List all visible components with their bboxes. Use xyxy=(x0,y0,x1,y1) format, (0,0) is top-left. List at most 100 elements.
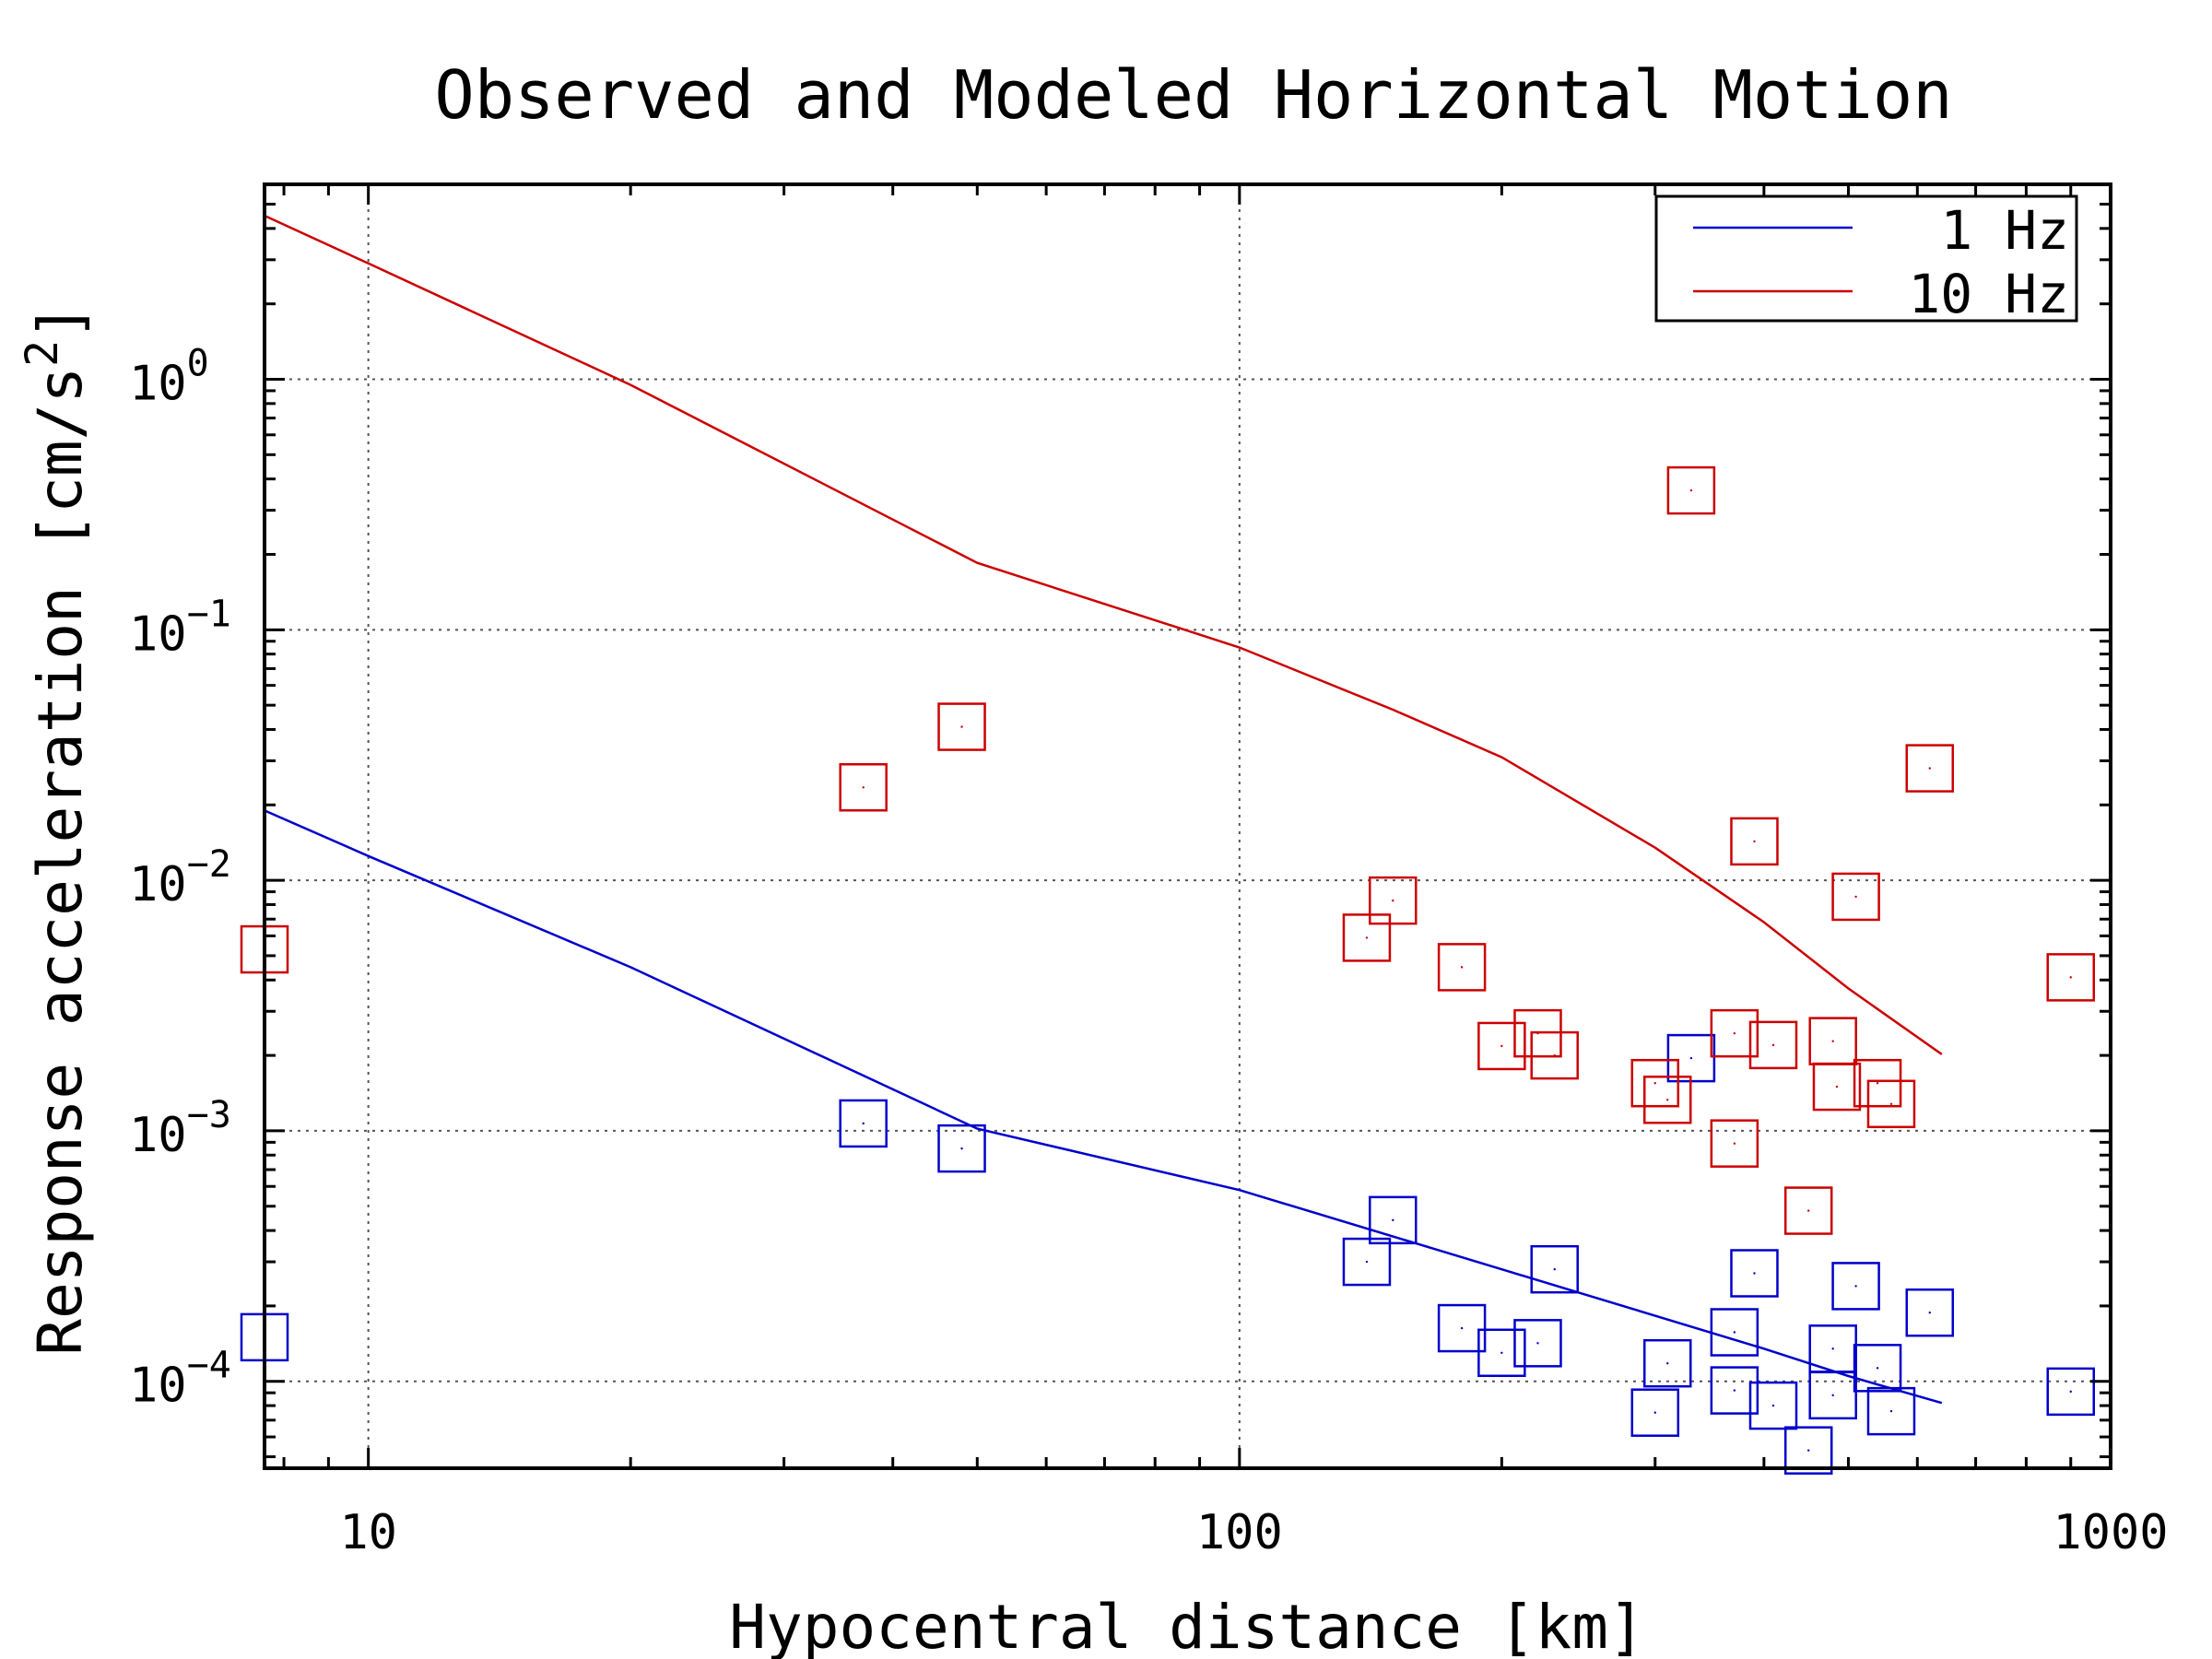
observed-10hz-point-center xyxy=(862,786,865,789)
observed-1hz-point xyxy=(1905,1288,1955,1337)
observed-10hz-point-center xyxy=(1460,966,1464,969)
observed-1hz-point-center xyxy=(862,1122,865,1125)
observed-1hz-point xyxy=(1866,1386,1916,1436)
observed-10hz-point xyxy=(2046,953,2096,1002)
observed-1hz-point xyxy=(1853,1344,1902,1393)
observed-10hz-point-center xyxy=(1392,899,1394,902)
observed-10hz-point-center xyxy=(1854,895,1857,899)
observed-1hz-point-center xyxy=(1666,1362,1669,1365)
observed-10hz-point xyxy=(1666,465,1716,515)
x-tick-label: 10 xyxy=(339,1505,397,1560)
observed-10hz-point-center xyxy=(1653,1081,1656,1085)
observed-1hz-point xyxy=(839,1099,888,1148)
observed-10hz-point xyxy=(1812,1062,1862,1112)
observed-1hz-point xyxy=(1342,1237,1392,1287)
observed-10hz-point xyxy=(1342,913,1392,962)
series-layer xyxy=(240,214,2096,1475)
observed-1hz-point xyxy=(1710,1308,1759,1357)
chart-title: Observed and Modeled Horizontal Motion xyxy=(434,56,1952,134)
y-axis-label: Response acceleration [cm/s2] xyxy=(17,303,96,1356)
observed-1hz-point-center xyxy=(1733,1389,1736,1392)
model-line-1hz xyxy=(264,809,1943,1405)
y-tick-labels: 100 10−1 10−2 10−3 10−4 xyxy=(129,343,231,1414)
observed-1hz-point-center xyxy=(1689,1056,1693,1060)
observed-10hz-point xyxy=(1783,1186,1833,1235)
observed-1hz-point xyxy=(1477,1328,1526,1378)
legend-box xyxy=(1654,194,2078,323)
observed-10hz-point xyxy=(1748,1020,1798,1070)
observed-1hz-point-center xyxy=(960,1147,963,1150)
x-axis-label: Hypocentral distance [km] xyxy=(729,1592,1644,1659)
observed-10hz-point xyxy=(1710,1119,1759,1168)
observed-1hz-point xyxy=(1437,1303,1487,1353)
y-tick-label: 10−3 xyxy=(129,1094,231,1163)
observed-10hz-point-center xyxy=(1807,1209,1810,1212)
observed-10hz-point-center xyxy=(1666,1099,1669,1101)
observed-1hz-point-center xyxy=(1653,1411,1656,1414)
observed-1hz-point xyxy=(1748,1381,1798,1430)
observed-1hz-point-center xyxy=(1928,1312,1931,1314)
observed-10hz-point xyxy=(1710,1008,1759,1058)
observed-1hz-point-center xyxy=(1460,1326,1464,1330)
observed-10hz-point xyxy=(1437,943,1487,992)
observed-1hz-point-center xyxy=(1536,1342,1539,1345)
observed-10hz-point xyxy=(1477,1021,1526,1071)
observed-10hz-point-center xyxy=(1831,1040,1834,1042)
observed-1hz-point-center xyxy=(1500,1351,1503,1354)
observed-10hz-point xyxy=(1630,1058,1680,1108)
observed-1hz-point-center xyxy=(1733,1331,1736,1334)
observed-1hz-point xyxy=(1831,1262,1880,1311)
observed-1hz-point-center xyxy=(1807,1449,1810,1452)
legend: 1 Hz 10 Hz xyxy=(1654,194,2078,325)
observed-10hz-point-center xyxy=(1500,1044,1503,1048)
observed-1hz-point xyxy=(1630,1388,1680,1437)
observed-10hz-point-center xyxy=(2069,976,2072,979)
observed-10hz-point-center xyxy=(1365,936,1369,939)
y-tick-label: 10−2 xyxy=(129,843,231,912)
observed-1hz-point xyxy=(1808,1371,1857,1420)
observed-10hz-point xyxy=(1642,1076,1692,1124)
legend-label-1hz: 1 Hz xyxy=(1940,199,2069,262)
observed-10hz-point xyxy=(1530,1030,1579,1080)
observed-1hz-point-center xyxy=(1854,1285,1857,1288)
observed-1hz-point xyxy=(1530,1244,1579,1294)
observed-10hz-point xyxy=(937,702,986,751)
observed-1hz-point xyxy=(937,1124,986,1173)
observed-10hz-point-center xyxy=(960,725,963,728)
observed-1hz-point-center xyxy=(1553,1267,1556,1271)
observed-1hz-point-center xyxy=(1392,1218,1394,1222)
observed-1hz-point-center xyxy=(1889,1409,1893,1413)
observed-10hz-point xyxy=(1853,1058,1902,1108)
observed-10hz-point xyxy=(1831,872,1880,922)
observed-10hz-point-center xyxy=(1753,840,1756,843)
observed-1hz-point xyxy=(1369,1195,1418,1245)
observed-10hz-point-center xyxy=(1876,1081,1879,1085)
observed-1hz-point-center xyxy=(1771,1404,1775,1407)
observed-1hz-point-center xyxy=(1831,1347,1834,1350)
model-line-10hz xyxy=(264,214,1943,1055)
observed-10hz-point-center xyxy=(1928,767,1931,770)
y-tick-label: 10−4 xyxy=(129,1345,231,1414)
observed-1hz-point-center xyxy=(1365,1260,1369,1264)
x-tick-label: 1000 xyxy=(2053,1505,2168,1560)
observed-1hz-point xyxy=(2046,1367,2096,1417)
observed-1hz-point xyxy=(1730,1249,1779,1298)
observed-10hz-point-center xyxy=(1771,1043,1775,1047)
legend-label-10hz: 10 Hz xyxy=(1908,263,2069,325)
observed-10hz-point-center xyxy=(1553,1053,1556,1057)
observed-1hz-point xyxy=(1710,1366,1759,1415)
observed-10hz-point-center xyxy=(1835,1085,1839,1088)
plot-frame xyxy=(263,182,2112,1470)
observed-10hz-point xyxy=(839,763,888,812)
observed-10hz-point-center xyxy=(1733,1142,1736,1145)
observed-10hz-point-center xyxy=(1889,1102,1893,1105)
x-tick-label: 100 xyxy=(1196,1505,1283,1560)
observed-1hz-point-center xyxy=(2069,1390,2072,1394)
y-tick-label: 100 xyxy=(129,343,209,412)
observed-10hz-point xyxy=(1369,876,1418,925)
observed-10hz-point xyxy=(1866,1079,1916,1129)
y-tick-label: 10−1 xyxy=(129,593,231,662)
observed-1hz-point-center xyxy=(1831,1394,1834,1397)
observed-10hz-point-center xyxy=(1733,1031,1736,1035)
